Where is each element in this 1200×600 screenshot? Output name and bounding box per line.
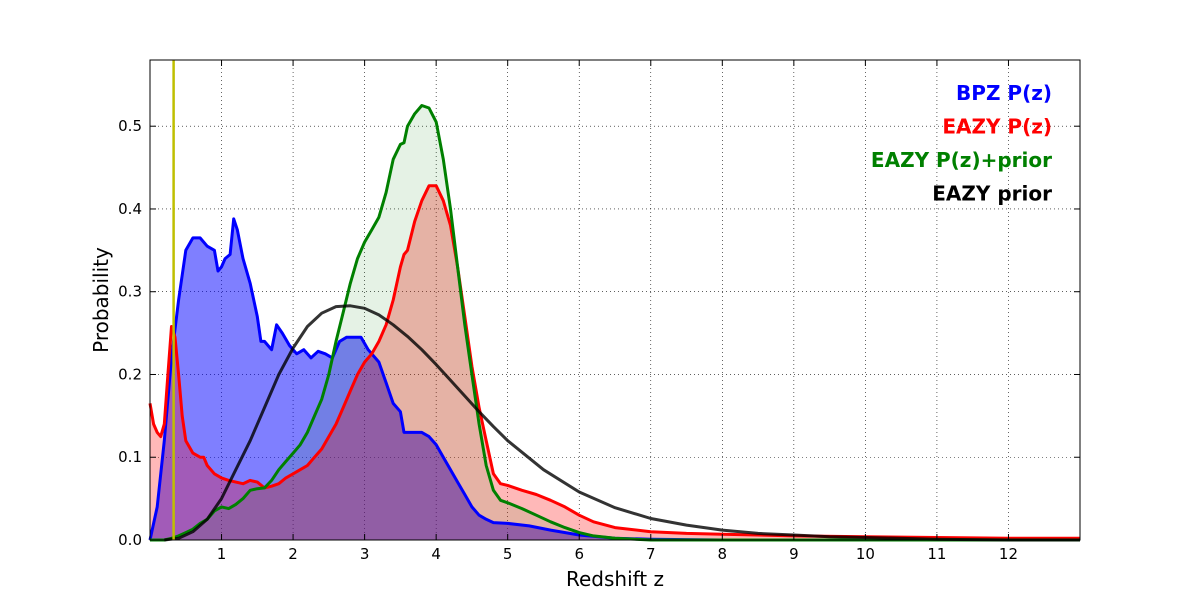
legend: BPZ P(z) EAZY P(z) EAZY P(z)+prior EAZY pri… xyxy=(871,81,1052,206)
x-tick-label: 10 xyxy=(856,545,875,563)
legend-entry: BPZ P(z) xyxy=(956,81,1052,105)
series-area-0 xyxy=(150,218,1080,540)
series-lines xyxy=(148,104,1080,542)
x-tick-label: 9 xyxy=(789,545,799,563)
x-tick-label: 8 xyxy=(718,545,728,563)
y-axis-label: Probability xyxy=(89,247,113,353)
y-tick-label: 0.4 xyxy=(118,200,142,218)
grid-lines xyxy=(150,60,1080,541)
x-tick-label: 7 xyxy=(646,545,656,563)
y-tick-label: 0.0 xyxy=(118,531,142,549)
series-fills xyxy=(150,105,1080,541)
y-tick-label: 0.5 xyxy=(118,117,142,135)
x-tick-label: 12 xyxy=(999,545,1018,563)
x-tick-label: 1 xyxy=(217,545,227,563)
y-tick-label: 0.1 xyxy=(118,448,142,466)
plot-frame xyxy=(149,59,1081,541)
x-tick-label: 5 xyxy=(503,545,513,563)
series-area-1 xyxy=(150,185,1080,541)
series-line-2 xyxy=(150,104,1080,542)
x-axis-label: Redshift z xyxy=(566,567,664,591)
y-tick-label: 0.2 xyxy=(118,365,142,383)
x-tick-label: 3 xyxy=(360,545,370,563)
series-line-1 xyxy=(148,184,1080,540)
x-tick-label: 11 xyxy=(927,545,946,563)
y-tick-label: 0.3 xyxy=(118,283,142,301)
legend-entry: EAZY P(z) xyxy=(942,115,1052,139)
legend-entry: EAZY P(z)+prior xyxy=(871,148,1052,172)
x-tick-label: 4 xyxy=(431,545,441,563)
legend-entry: EAZY prior xyxy=(932,182,1052,206)
series-area-2 xyxy=(150,105,1080,540)
axis-ticks: 1 2 3 4 5 6 7 8 9 10 11 120.00.10.20.30.40.5 xyxy=(118,60,1080,563)
series-line-3 xyxy=(164,304,1080,542)
x-tick-label: 6 xyxy=(574,545,584,563)
x-tick-label: 2 xyxy=(288,545,298,563)
